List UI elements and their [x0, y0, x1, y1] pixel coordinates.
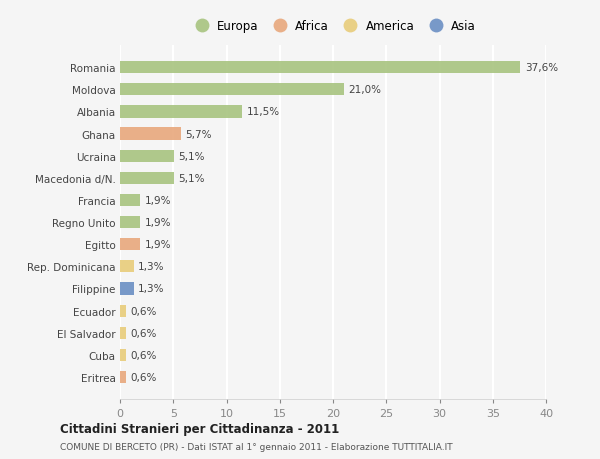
- Text: 5,1%: 5,1%: [179, 174, 205, 184]
- Text: 1,9%: 1,9%: [145, 196, 171, 206]
- Text: 0,6%: 0,6%: [131, 328, 157, 338]
- Text: 1,3%: 1,3%: [138, 284, 164, 294]
- Bar: [120, 150, 175, 162]
- Bar: [120, 349, 127, 361]
- Bar: [120, 84, 344, 96]
- Text: 5,1%: 5,1%: [179, 151, 205, 162]
- Bar: [120, 217, 140, 229]
- Text: 1,3%: 1,3%: [138, 262, 164, 272]
- Bar: [120, 371, 127, 383]
- Bar: [120, 327, 127, 339]
- Bar: [120, 283, 134, 295]
- Text: 1,9%: 1,9%: [145, 218, 171, 228]
- Bar: [120, 195, 140, 207]
- Text: 5,7%: 5,7%: [185, 129, 211, 139]
- Text: 0,6%: 0,6%: [131, 372, 157, 382]
- Bar: [120, 173, 175, 185]
- Bar: [120, 106, 242, 118]
- Legend: Europa, Africa, America, Asia: Europa, Africa, America, Asia: [187, 17, 479, 36]
- Text: Cittadini Stranieri per Cittadinanza - 2011: Cittadini Stranieri per Cittadinanza - 2…: [60, 422, 339, 436]
- Bar: [120, 128, 181, 140]
- Text: 37,6%: 37,6%: [525, 63, 558, 73]
- Text: 0,6%: 0,6%: [131, 306, 157, 316]
- Bar: [120, 239, 140, 251]
- Text: 11,5%: 11,5%: [247, 107, 280, 117]
- Text: 0,6%: 0,6%: [131, 350, 157, 360]
- Text: 21,0%: 21,0%: [348, 85, 381, 95]
- Text: 1,9%: 1,9%: [145, 240, 171, 250]
- Bar: [120, 305, 127, 317]
- Bar: [120, 261, 134, 273]
- Bar: [120, 62, 520, 74]
- Text: COMUNE DI BERCETO (PR) - Dati ISTAT al 1° gennaio 2011 - Elaborazione TUTTITALIA: COMUNE DI BERCETO (PR) - Dati ISTAT al 1…: [60, 442, 452, 451]
